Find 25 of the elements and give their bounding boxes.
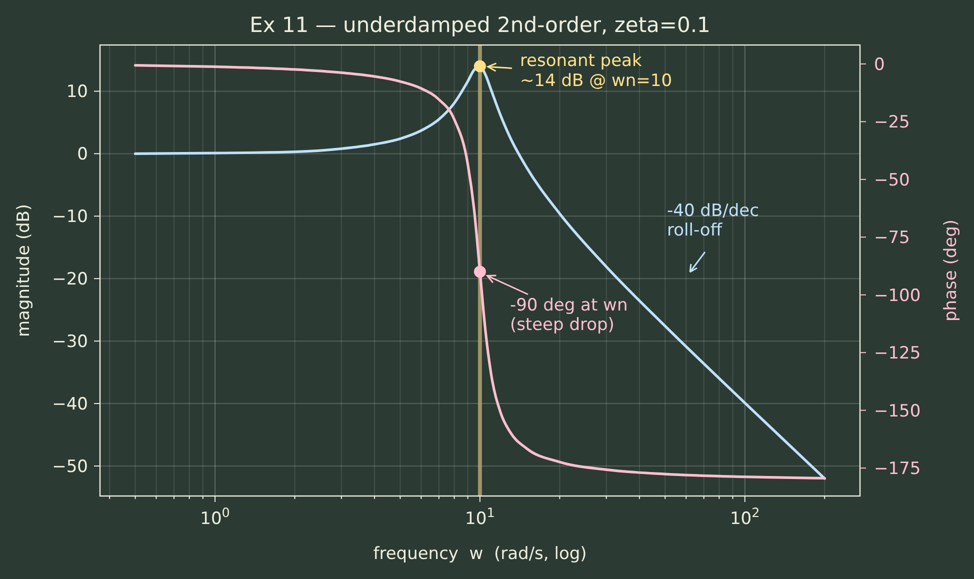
- y-tick-label: −10: [52, 207, 88, 228]
- y-axis-title: magnitude (dB): [14, 204, 34, 338]
- annotation: -40 dB/dec roll-off: [667, 201, 759, 241]
- annotation: resonant peak ~14 dB @ wn=10: [520, 51, 672, 91]
- y-tick-label: −50: [52, 457, 88, 478]
- y2-tick-label: −175: [874, 459, 921, 480]
- y2-tick-label: −25: [874, 112, 910, 133]
- x-tick-label: 10$^{2}$: [730, 506, 760, 529]
- y2-tick-label: −150: [874, 401, 921, 422]
- y-tick-label: −40: [52, 394, 88, 415]
- x-axis-title: frequency w (rad/s, log): [373, 544, 587, 564]
- y2-tick-label: −125: [874, 344, 921, 364]
- y-tick-label: −20: [52, 270, 88, 290]
- x-tick-label: 10$^{0}$: [200, 506, 230, 529]
- y-tick-label: 10: [66, 82, 88, 102]
- y-tick-label: 0: [77, 144, 88, 165]
- y2-tick-label: −50: [874, 170, 910, 190]
- x-tick-label: 10$^{1}$: [465, 506, 495, 529]
- chart-title: Ex 11 — underdamped 2nd-order, zeta=0.1: [250, 13, 710, 37]
- y2-axis-title: phase (deg): [941, 219, 961, 322]
- y2-tick-label: −100: [874, 286, 921, 306]
- annotation: -90 deg at wn (steep drop): [510, 295, 628, 335]
- y-tick-label: −30: [52, 332, 88, 352]
- y2-tick-label: −75: [874, 228, 910, 248]
- y2-tick-label: 0: [874, 54, 885, 75]
